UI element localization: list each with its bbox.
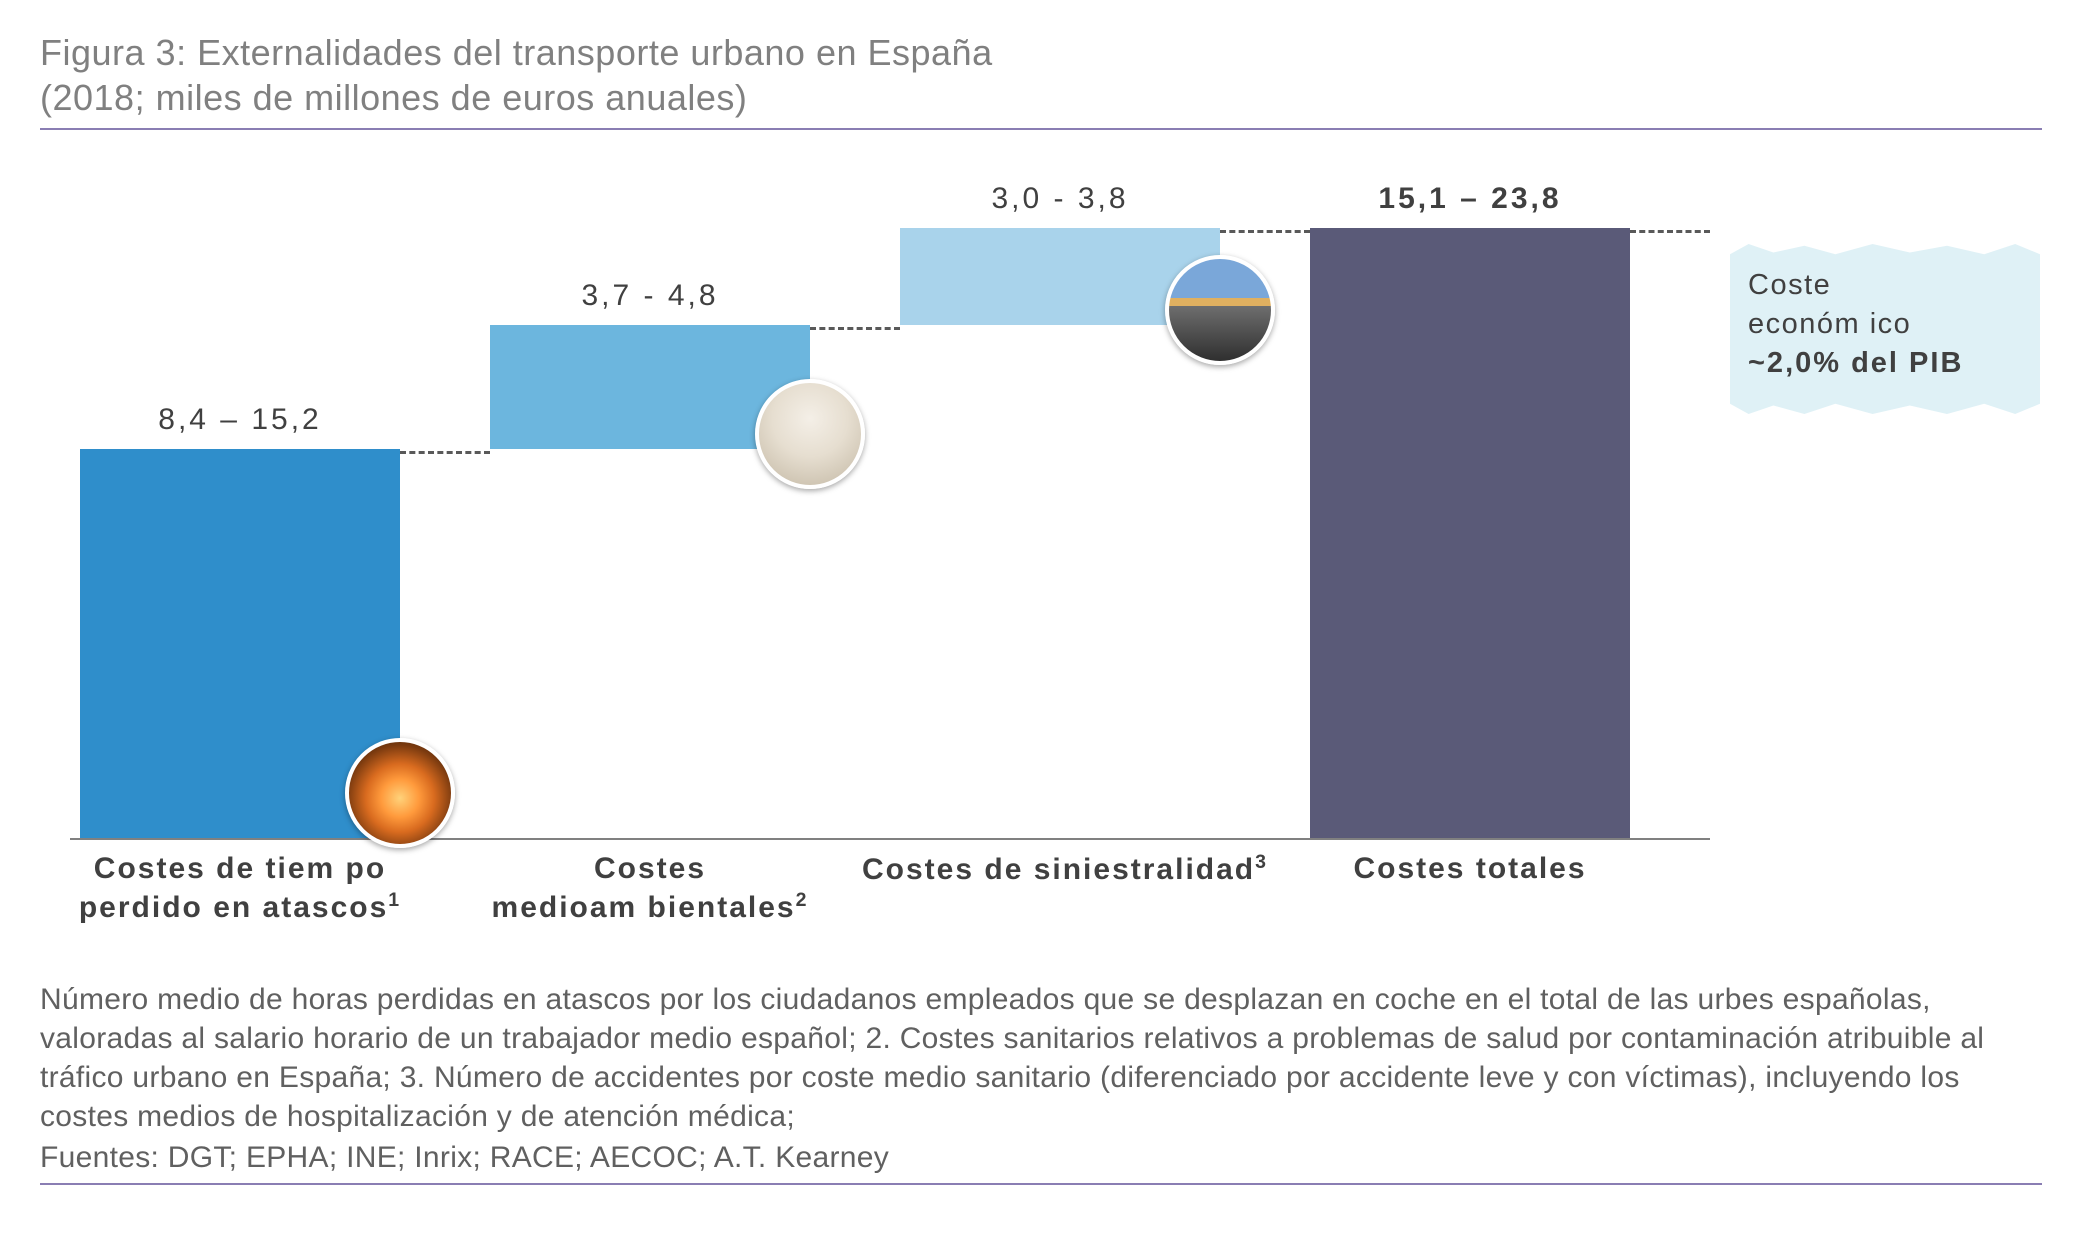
axis-label-medioambiente: Costes medioam bientales2 — [450, 850, 850, 926]
footnotes-body: Número medio de horas perdidas en atasco… — [40, 980, 2042, 1136]
bar-medioambiente: 3,7 - 4,8 — [490, 325, 810, 449]
callout-text: Coste económ ico ~2,0% del PIB — [1730, 244, 2040, 383]
bar-value-label: 3,0 - 3,8 — [900, 182, 1220, 216]
axis-label-text: Costes de tiem po — [94, 852, 386, 885]
axis-label-text: Costes totales — [1353, 852, 1586, 885]
bar-value-label: 8,4 – 15,2 — [80, 403, 400, 437]
axis-label-atascos: Costes de tiem po perdido en atascos1 — [40, 850, 440, 926]
chart-plot-area: 8,4 – 15,2 3,7 - 4,8 3,0 - 3,8 15,1 – — [70, 230, 1710, 840]
axis-label-text: Costes de siniestralidad — [862, 853, 1255, 886]
footnote-marker: 1 — [388, 889, 401, 911]
axis-label-total: Costes totales — [1280, 850, 1660, 888]
figure-title-line-2: (2018; miles de millones de euros anuale… — [40, 75, 2042, 120]
bar-total: 15,1 – 23,8 — [1310, 228, 1630, 838]
chart-connector — [1220, 230, 1310, 233]
chart-connector — [810, 327, 900, 330]
gdp-callout: Coste económ ico ~2,0% del PIB — [1730, 244, 2040, 383]
footnote-marker: 2 — [796, 889, 809, 911]
sources-line: Fuentes: DGT; EPHA; INE; Inrix; RACE; AE… — [40, 1138, 2042, 1185]
axis-label-siniestralidad: Costes de siniestralidad3 — [850, 850, 1280, 889]
bar-atascos: 8,4 – 15,2 — [80, 449, 400, 838]
axis-label-text: perdido en atascos — [79, 891, 388, 924]
footnotes-block: Número medio de horas perdidas en atasco… — [40, 980, 2042, 1185]
bar-siniestralidad: 3,0 - 3,8 — [900, 228, 1220, 325]
chart-connector — [400, 451, 490, 454]
waterfall-chart: 8,4 – 15,2 3,7 - 4,8 3,0 - 3,8 15,1 – — [40, 230, 2020, 950]
chart-connector — [1630, 230, 1710, 233]
highway-icon — [1165, 255, 1275, 365]
doctor-icon — [755, 379, 865, 489]
figure-title-block: Figura 3: Externalidades del transporte … — [40, 30, 2042, 130]
footnote-marker: 3 — [1255, 851, 1268, 873]
axis-label-text: Costes — [594, 852, 706, 885]
bar-value-label: 15,1 – 23,8 — [1310, 182, 1630, 216]
callout-strong-line: ~2,0% del PIB — [1748, 344, 2034, 383]
bar-value-label: 3,7 - 4,8 — [490, 279, 810, 313]
traffic-jam-icon — [345, 738, 455, 848]
callout-line: Coste — [1748, 266, 2034, 305]
figure-title-line-1: Figura 3: Externalidades del transporte … — [40, 30, 2042, 75]
figure-container: Figura 3: Externalidades del transporte … — [0, 0, 2082, 1205]
axis-label-text: medioam bientales — [492, 891, 796, 924]
callout-line: económ ico — [1748, 305, 2034, 344]
